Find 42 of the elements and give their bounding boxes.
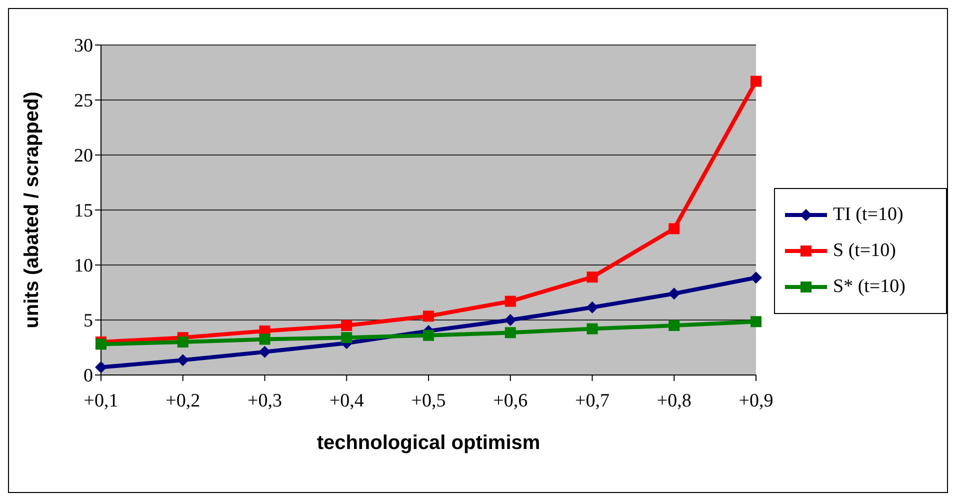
y-tick-label: 30 bbox=[74, 36, 93, 57]
point bbox=[423, 310, 434, 322]
y-tick-label: 0 bbox=[84, 366, 93, 387]
point bbox=[586, 323, 598, 334]
x-tick-label: +0,9 bbox=[738, 390, 774, 412]
point bbox=[96, 338, 106, 350]
point bbox=[95, 361, 107, 374]
point bbox=[423, 330, 434, 341]
legend-label: S* (t=10) bbox=[833, 276, 906, 298]
x-tick-label: +0,2 bbox=[166, 390, 200, 412]
legend-label: TI (t=10) bbox=[833, 204, 904, 226]
y-tick-label: 20 bbox=[74, 146, 93, 167]
point bbox=[750, 76, 762, 87]
x-tick-label: +0,3 bbox=[248, 390, 282, 412]
x-tick-label: +0,7 bbox=[575, 390, 610, 412]
legend-label: S (t=10) bbox=[833, 240, 896, 262]
x-tick-label: +0,1 bbox=[84, 390, 118, 412]
x-tick-label: +0,6 bbox=[493, 390, 528, 412]
x-tick-label: +0,5 bbox=[411, 390, 446, 412]
point bbox=[177, 336, 188, 348]
point bbox=[750, 272, 762, 284]
point bbox=[668, 288, 680, 300]
point bbox=[504, 327, 516, 338]
point bbox=[259, 334, 270, 345]
y-tick-label: 5 bbox=[84, 310, 93, 332]
y-tick-label: 25 bbox=[74, 90, 93, 112]
y-tick-label: 10 bbox=[74, 256, 93, 277]
point bbox=[668, 320, 680, 331]
point bbox=[258, 346, 271, 358]
x-axis-title: technological optimism bbox=[316, 432, 540, 454]
y-axis-title: units (abated / scrapped) bbox=[21, 92, 44, 328]
point bbox=[668, 223, 680, 234]
point bbox=[750, 316, 762, 328]
x-tick-label: +0,8 bbox=[656, 390, 692, 412]
point bbox=[504, 296, 516, 307]
point bbox=[586, 272, 598, 283]
x-tick-label: +0,4 bbox=[329, 390, 364, 412]
point bbox=[586, 301, 598, 314]
y-tick-label: 15 bbox=[74, 200, 93, 222]
point bbox=[341, 320, 352, 331]
point bbox=[341, 332, 352, 344]
point bbox=[504, 314, 516, 326]
